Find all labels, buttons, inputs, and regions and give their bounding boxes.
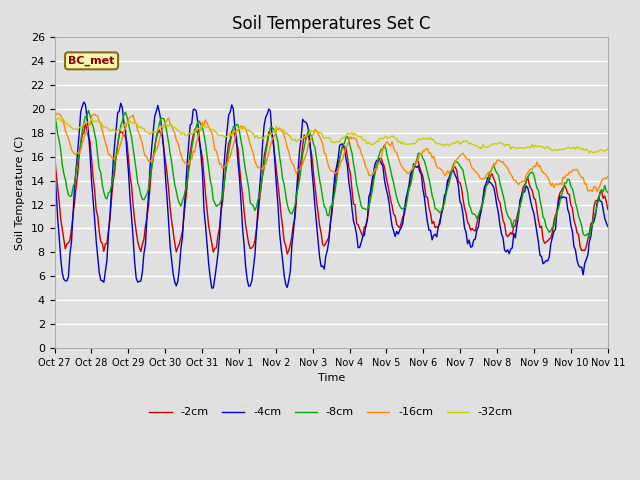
-32cm — [294, 137, 302, 143]
-8cm — [575, 213, 582, 218]
-8cm — [84, 108, 92, 113]
-16cm — [245, 135, 253, 141]
-16cm — [120, 129, 128, 134]
-32cm — [245, 127, 253, 132]
-4cm — [209, 285, 217, 291]
-32cm — [604, 146, 612, 152]
-8cm — [120, 112, 128, 118]
-16cm — [54, 110, 61, 116]
-4cm — [576, 264, 584, 270]
-2cm — [81, 121, 89, 127]
-32cm — [120, 123, 128, 129]
Line: -16cm: -16cm — [54, 113, 608, 192]
-4cm — [51, 165, 58, 170]
-8cm — [236, 129, 243, 134]
Line: -32cm: -32cm — [54, 118, 608, 153]
Y-axis label: Soil Temperature (C): Soil Temperature (C) — [15, 135, 25, 250]
-16cm — [236, 126, 243, 132]
-16cm — [589, 189, 596, 194]
-16cm — [51, 113, 58, 119]
-16cm — [217, 161, 225, 167]
-8cm — [245, 185, 253, 191]
-8cm — [51, 115, 58, 121]
-4cm — [219, 187, 227, 192]
-8cm — [604, 190, 612, 195]
Line: -8cm: -8cm — [54, 110, 608, 238]
-32cm — [586, 150, 593, 156]
Line: -2cm: -2cm — [54, 124, 608, 254]
-8cm — [294, 185, 302, 191]
-4cm — [246, 283, 254, 288]
-8cm — [586, 235, 593, 240]
-32cm — [236, 125, 243, 131]
-16cm — [604, 174, 612, 180]
-2cm — [604, 206, 612, 212]
-4cm — [80, 99, 88, 105]
-4cm — [296, 147, 303, 153]
Line: -4cm: -4cm — [54, 102, 608, 288]
-32cm — [51, 119, 58, 125]
Legend: -2cm, -4cm, -8cm, -16cm, -32cm: -2cm, -4cm, -8cm, -16cm, -32cm — [145, 403, 517, 422]
-2cm — [51, 150, 58, 156]
Title: Soil Temperatures Set C: Soil Temperatures Set C — [232, 15, 431, 33]
-2cm — [217, 209, 225, 215]
-32cm — [55, 115, 63, 121]
-2cm — [245, 241, 253, 247]
-32cm — [217, 132, 225, 138]
-8cm — [217, 198, 225, 204]
Text: BC_met: BC_met — [68, 56, 115, 66]
-2cm — [576, 243, 584, 249]
-4cm — [604, 224, 612, 229]
X-axis label: Time: Time — [317, 373, 345, 383]
-32cm — [575, 145, 582, 151]
-2cm — [296, 165, 303, 171]
-4cm — [120, 120, 128, 126]
-16cm — [575, 169, 582, 175]
-2cm — [120, 132, 128, 138]
-4cm — [237, 199, 245, 204]
-2cm — [284, 251, 291, 257]
-16cm — [294, 167, 302, 173]
-2cm — [236, 164, 243, 169]
